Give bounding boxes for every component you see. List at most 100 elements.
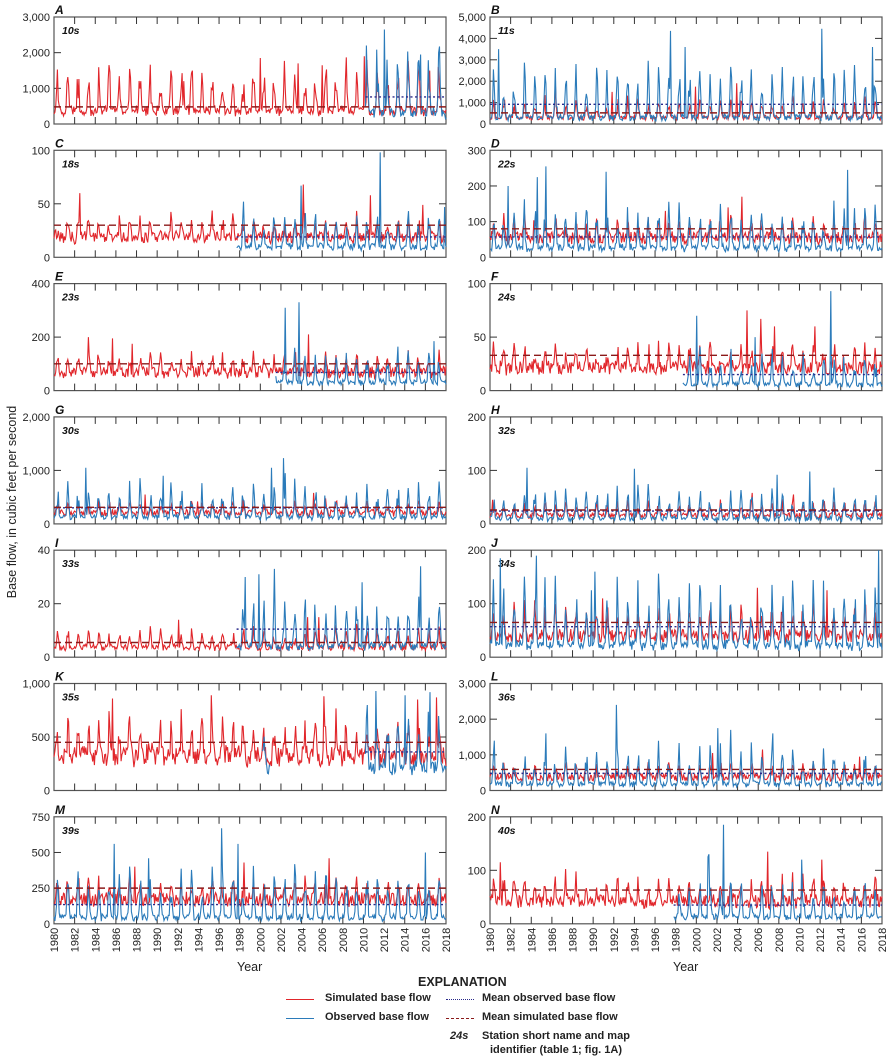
- panel-m-xtick-label: 2016: [420, 928, 432, 952]
- panel-e-simulated-line: [53, 334, 447, 381]
- panel-d-frame: [489, 149, 883, 258]
- panel-h-ytick-label: 200: [468, 412, 486, 424]
- panel-j-letter: J: [491, 536, 498, 550]
- legend-station-desc-2: identifier (table 1; fig. 1A): [490, 1044, 623, 1056]
- panel-i-station-label: 33s: [62, 558, 80, 570]
- panel-b-station-label: 11s: [498, 25, 515, 37]
- panel-g-observed-line: [53, 458, 447, 523]
- legend-label-observed: Observed base flow: [325, 1011, 429, 1023]
- panel-i-ytick-label: 40: [38, 545, 50, 557]
- panel-a-ytick-label: 2,000: [22, 48, 50, 60]
- panel-m-xtick-label: 2000: [255, 928, 267, 952]
- panel-l-letter: L: [491, 670, 498, 684]
- panel-m-xtick-label: 1986: [111, 928, 123, 952]
- panel-h-station-label: 32s: [498, 425, 516, 437]
- panel-d-ytick-label: 200: [468, 181, 486, 193]
- panel-b-ytick-label: 3,000: [458, 55, 486, 67]
- panel-n-xtick-label: 2004: [733, 928, 745, 952]
- panel-c-ytick-label: 50: [38, 199, 50, 211]
- panel-d-station-label: 22s: [497, 158, 516, 170]
- legend-swatch-simulated: [286, 999, 314, 1000]
- panel-g-station-label: 30s: [62, 425, 80, 437]
- panel-n-xtick-label: 2000: [691, 928, 703, 952]
- panel-m-xtick-label: 2014: [400, 928, 412, 952]
- panel-m-station-label: 39s: [62, 825, 80, 837]
- panel-n-simulated-line: [489, 851, 883, 911]
- legend-label-simulated: Simulated base flow: [325, 992, 431, 1004]
- panel-b-ytick-label: 5,000: [458, 12, 486, 24]
- panel-j-ytick-label: 0: [480, 652, 486, 664]
- panel-f-ytick-label: 100: [468, 279, 486, 291]
- panel-h-ytick-label: 100: [468, 465, 486, 477]
- panel-m-xtick-label: 2012: [379, 928, 391, 952]
- panel-g-letter: G: [55, 403, 64, 417]
- panel-n-xtick-label: 1992: [609, 928, 621, 952]
- panel-j-observed-line: [489, 550, 883, 653]
- panel-c-ytick-label: 0: [44, 252, 50, 264]
- panel-j-simulated-line: [489, 587, 883, 644]
- panel-m-xtick-label: 1998: [235, 928, 247, 952]
- panel-e-letter: E: [55, 270, 64, 284]
- panel-n-xtick-label: 2016: [856, 928, 868, 952]
- legend-label-mean-observed: Mean observed base flow: [482, 992, 616, 1004]
- panel-l-ytick-label: 1,000: [458, 750, 486, 762]
- legend-swatch-observed: [286, 1018, 314, 1019]
- panel-d-ytick-label: 300: [468, 145, 486, 157]
- panel-h-ytick-label: 0: [480, 519, 486, 531]
- panel-k-station-label: 35s: [62, 692, 80, 704]
- panel-m-ytick-label: 250: [32, 883, 50, 895]
- panel-a-ytick-label: 1,000: [22, 83, 50, 95]
- panel-m-frame: [53, 816, 447, 925]
- x-axis-label-right: Year: [673, 960, 699, 974]
- panel-m-xtick-label: 1994: [193, 928, 205, 952]
- panel-j-ytick-label: 200: [468, 545, 486, 557]
- panel-c-station-label: 18s: [62, 158, 80, 170]
- panel-f-simulated-line: [489, 310, 883, 377]
- panel-m-xtick-label: 1984: [90, 928, 102, 952]
- x-axis-label-left: Year: [237, 960, 263, 974]
- panel-f-observed-line: [682, 291, 883, 389]
- panel-i-letter: I: [55, 536, 59, 550]
- panel-c-ytick-label: 100: [32, 145, 50, 157]
- panel-c-observed-line: [236, 152, 447, 253]
- panel-b-letter: B: [491, 3, 500, 17]
- panel-g-ytick-label: 1,000: [22, 465, 50, 477]
- panel-m-xtick-label: 1982: [70, 928, 82, 952]
- panel-m-xtick-label: 2004: [297, 928, 309, 952]
- panel-m-ytick-label: 750: [32, 812, 50, 824]
- panel-l-ytick-label: 3,000: [458, 679, 486, 691]
- panel-n-xtick-label: 1996: [650, 928, 662, 952]
- panel-d-letter: D: [491, 136, 500, 150]
- panel-l-ytick-label: 2,000: [458, 714, 486, 726]
- panel-a-observed-line: [364, 29, 447, 120]
- panel-k-ytick-label: 1,000: [22, 679, 50, 691]
- legend-swatch-mean-observed: [446, 999, 474, 1000]
- panel-e-ytick-label: 400: [32, 279, 50, 291]
- panel-e-ytick-label: 200: [32, 332, 50, 344]
- panel-l-observed-line: [489, 704, 883, 789]
- panel-m-xtick-label: 2010: [358, 928, 370, 952]
- panel-m-ytick-label: 500: [32, 847, 50, 859]
- panel-m-xtick-label: 1990: [152, 928, 164, 952]
- legend-label-mean-simulated: Mean simulated base flow: [482, 1011, 618, 1023]
- panel-i-ytick-label: 0: [44, 652, 50, 664]
- panel-n-xtick-label: 2008: [774, 928, 786, 952]
- panel-m-observed-line: [53, 828, 447, 923]
- panel-n-ytick-label: 0: [480, 919, 486, 931]
- panel-n-xtick-label: 1982: [506, 928, 518, 952]
- panel-m-xtick-label: 1988: [132, 928, 144, 952]
- panel-j-station-label: 34s: [498, 558, 516, 570]
- panel-e-station-label: 23s: [61, 292, 80, 304]
- panel-f-ytick-label: 0: [480, 386, 486, 398]
- panel-n-frame: [489, 816, 883, 925]
- panel-h-simulated-line: [489, 492, 883, 520]
- panel-k-observed-line: [364, 690, 447, 776]
- panel-b-ytick-label: 2,000: [458, 76, 486, 88]
- panel-d-ytick-label: 0: [480, 252, 486, 264]
- panel-a-ytick-label: 3,000: [22, 12, 50, 24]
- panel-n-xtick-label: 1988: [568, 928, 580, 952]
- panel-b-ytick-label: 1,000: [458, 98, 486, 110]
- panel-a-station-label: 10s: [62, 25, 80, 37]
- panel-m-xtick-label: 1980: [49, 928, 61, 952]
